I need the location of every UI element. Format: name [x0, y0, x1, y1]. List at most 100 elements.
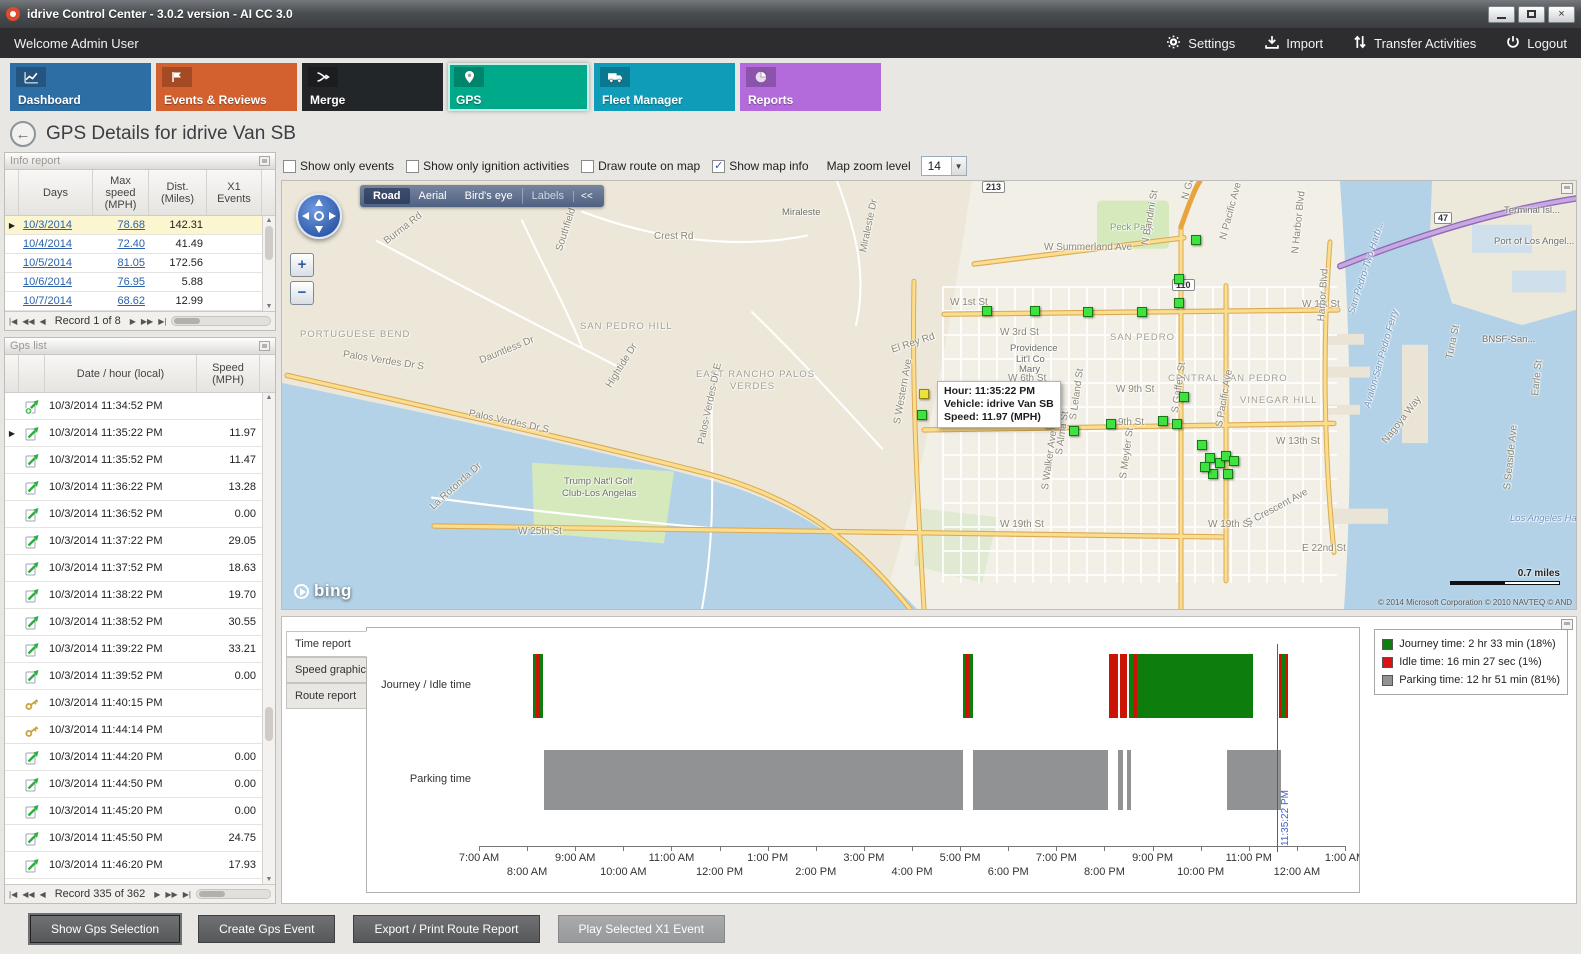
back-button[interactable]: ← — [10, 121, 36, 147]
gps-marker[interactable] — [1158, 416, 1168, 427]
scroll-down-icon[interactable]: ▼ — [265, 303, 273, 310]
next-page-icon[interactable]: ▶▶ — [165, 889, 178, 899]
tab-gps[interactable]: GPS — [448, 63, 589, 111]
day-link[interactable]: 10/3/2014 — [23, 219, 72, 231]
scroll-up-icon[interactable]: ▲ — [265, 394, 273, 401]
tab-dashboard[interactable]: Dashboard — [10, 63, 151, 111]
gps-list-row[interactable]: 10/3/2014 11:35:52 PM 11.47 — [5, 447, 275, 474]
gps-list-row[interactable]: 10/3/2014 11:44:14 PM — [5, 717, 275, 744]
gps-list-row[interactable]: 10/3/2014 11:40:15 PM — [5, 690, 275, 717]
zoom-in-button[interactable]: + — [290, 253, 314, 277]
gps-marker[interactable] — [1106, 419, 1116, 430]
checkbox-show-only-ignition-activities[interactable] — [406, 159, 420, 173]
last-record-icon[interactable]: ▶| — [182, 889, 191, 899]
gps-marker[interactable] — [1191, 234, 1201, 245]
gps-marker[interactable] — [1174, 274, 1184, 285]
menu-logout[interactable]: Logout — [1506, 35, 1567, 52]
close-button[interactable]: × — [1548, 5, 1575, 23]
map-compass[interactable] — [296, 193, 342, 239]
map-view-bird-s-eye[interactable]: Bird's eye — [464, 190, 513, 202]
panel-pin-icon[interactable] — [259, 341, 270, 351]
info-hscrollbar[interactable] — [171, 316, 271, 326]
gps-marker[interactable] — [1208, 468, 1218, 479]
gps-list-row[interactable]: 10/3/2014 11:45:20 PM 0.00 — [5, 798, 275, 825]
gps-marker[interactable] — [1069, 426, 1079, 437]
panel-maximize-icon[interactable] — [1561, 183, 1573, 194]
gps-list-row[interactable]: 10/3/2014 11:37:52 PM 18.63 — [5, 555, 275, 582]
menu-settings[interactable]: Settings — [1166, 35, 1235, 52]
column-distance[interactable]: Dist. (Miles) — [149, 170, 207, 215]
map-canvas[interactable]: Miraleste Peck Park W Summerland Ave Crest … — [281, 180, 1577, 610]
checkbox-draw-route-on-map[interactable] — [581, 159, 595, 173]
info-report-row[interactable]: ▶ 10/3/2014 78.68 142.31 — [5, 216, 275, 235]
info-report-row[interactable]: 10/5/2014 81.05 172.56 — [5, 254, 275, 273]
day-link[interactable]: 10/4/2014 — [23, 238, 72, 250]
gps-list-row[interactable]: 10/3/2014 11:38:22 PM 19.70 — [5, 582, 275, 609]
map-view-road[interactable]: Road — [364, 188, 410, 204]
checkbox-show-map-info[interactable]: ✓ — [712, 159, 726, 173]
gps-marker[interactable] — [1174, 298, 1184, 309]
gps-marker[interactable] — [1215, 457, 1225, 468]
gps-marker[interactable] — [1137, 307, 1147, 318]
map-view-aerial[interactable]: Aerial — [418, 190, 447, 202]
gps-list-row[interactable]: 10/3/2014 11:36:22 PM 13.28 — [5, 474, 275, 501]
scroll-thumb[interactable] — [265, 226, 273, 260]
gps-marker[interactable] — [1197, 440, 1207, 451]
info-report-row[interactable]: 10/4/2014 72.40 41.49 — [5, 235, 275, 254]
scroll-up-icon[interactable]: ▲ — [265, 217, 273, 224]
info-report-scrollbar[interactable]: ▲ ▼ — [262, 216, 275, 311]
info-report-row[interactable]: 10/6/2014 76.95 5.88 — [5, 273, 275, 292]
gps-marker[interactable] — [1083, 307, 1093, 318]
minimize-button[interactable] — [1488, 5, 1515, 23]
time-cursor[interactable] — [1277, 644, 1279, 852]
gps-list-row[interactable]: 10/3/2014 11:44:20 PM 0.00 — [5, 744, 275, 771]
prev-record-icon[interactable]: ◀ — [39, 889, 46, 899]
zoom-out-button[interactable]: − — [290, 281, 314, 305]
gps-marker[interactable] — [1030, 305, 1040, 316]
day-link[interactable]: 10/6/2014 — [23, 276, 72, 288]
panel-pin-icon[interactable] — [259, 156, 270, 166]
max-speed-link[interactable]: 81.05 — [117, 257, 145, 269]
gps-marker[interactable] — [1172, 419, 1182, 430]
next-page-icon[interactable]: ▶▶ — [140, 316, 154, 326]
gps-list-scrollbar[interactable]: ▲ ▼ — [262, 393, 275, 884]
tab-fleet-manager[interactable]: Fleet Manager — [594, 63, 735, 111]
selected-gps-marker[interactable] — [919, 388, 929, 399]
column-date-hour[interactable]: Date / hour (local) — [45, 355, 197, 392]
maximize-button[interactable] — [1518, 5, 1545, 23]
menu-transfer-activities[interactable]: Transfer Activities — [1353, 35, 1476, 52]
first-record-icon[interactable]: |◀ — [9, 316, 18, 326]
tab-events-reviews[interactable]: Events & Reviews — [156, 63, 297, 111]
tab-time-report[interactable]: Time report — [286, 631, 367, 657]
gps-marker[interactable] — [1223, 468, 1233, 479]
scroll-thumb[interactable] — [265, 707, 273, 742]
first-record-icon[interactable]: |◀ — [9, 889, 18, 899]
day-link[interactable]: 10/5/2014 — [23, 257, 72, 269]
info-report-row[interactable]: 10/7/2014 68.62 12.99 — [5, 292, 275, 311]
export-print-route-report-button[interactable]: Export / Print Route Report — [353, 915, 540, 943]
gps-list-row[interactable]: 10/3/2014 11:36:52 PM 0.00 — [5, 501, 275, 528]
panel-maximize-icon[interactable] — [1561, 619, 1573, 630]
chevron-down-icon[interactable]: ▼ — [950, 157, 966, 175]
tab-merge[interactable]: Merge — [302, 63, 443, 111]
tab-reports[interactable]: Reports — [740, 63, 881, 111]
map-zoom-select[interactable]: 14 ▼ — [920, 156, 967, 176]
checkbox-show-only-events[interactable] — [283, 159, 296, 173]
gps-list-row[interactable]: 10/3/2014 11:39:22 PM 33.21 — [5, 636, 275, 663]
gps-list-row[interactable]: 10/3/2014 11:37:22 PM 29.05 — [5, 528, 275, 555]
gps-list-row[interactable]: 10/3/2014 11:39:52 PM 0.00 — [5, 663, 275, 690]
gps-list-row[interactable]: 10/3/2014 11:46:20 PM 17.93 — [5, 852, 275, 879]
column-days[interactable]: Days — [19, 170, 93, 215]
gps-marker[interactable] — [1229, 455, 1239, 466]
gps-marker[interactable] — [917, 409, 927, 420]
next-record-icon[interactable]: ▶ — [154, 889, 161, 899]
gps-marker[interactable] — [1179, 392, 1189, 403]
gps-list-row[interactable]: 10/3/2014 11:44:50 PM 0.00 — [5, 771, 275, 798]
prev-record-icon[interactable]: ◀ — [39, 316, 46, 326]
day-link[interactable]: 10/7/2014 — [23, 295, 72, 307]
gps-hscrollbar[interactable] — [195, 889, 271, 899]
tab-speed-graphic[interactable]: Speed graphic — [286, 657, 366, 683]
tab-route-report[interactable]: Route report — [286, 683, 366, 709]
menu-import[interactable]: Import — [1265, 35, 1323, 52]
gps-list-row[interactable]: 10/3/2014 11:34:52 PM — [5, 393, 275, 420]
